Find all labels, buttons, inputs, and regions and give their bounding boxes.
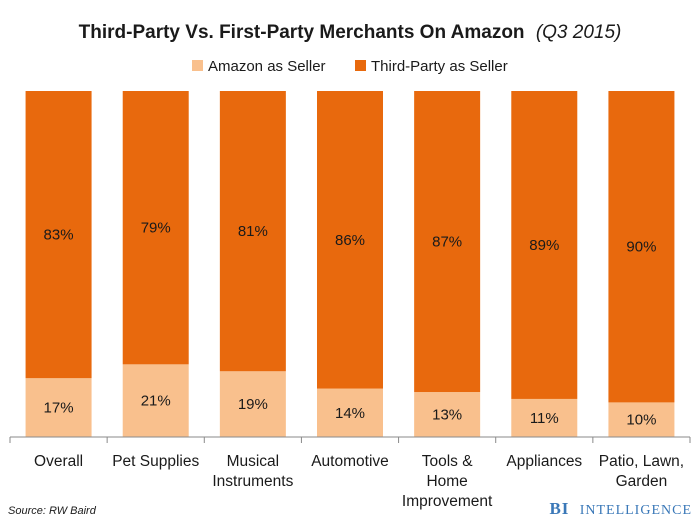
bar-third-party-4	[414, 91, 481, 393]
data-label-third-party-2: 81%	[238, 223, 268, 240]
chart-title-main: Third-Party Vs. First-Party Merchants On…	[79, 22, 525, 43]
data-label-amazon-5: 11%	[530, 410, 559, 427]
category-label-4-line-2: Improvement	[402, 493, 493, 510]
bar-third-party-0	[25, 91, 92, 379]
category-label-6-line-0: Patio, Lawn,	[599, 453, 684, 470]
data-label-third-party-5: 89%	[529, 237, 559, 254]
legend-swatch-1	[355, 60, 366, 71]
data-label-amazon-2: 19%	[238, 396, 268, 413]
bar-third-party-1	[122, 91, 189, 365]
category-label-0-line-0: Overall	[34, 453, 83, 470]
category-label-2-line-1: Instruments	[212, 473, 293, 490]
data-label-third-party-4: 87%	[432, 234, 462, 251]
bar-amazon-5	[511, 398, 578, 437]
x-axis: Overall Pet Supplies Musical Instruments Aut…	[9, 436, 691, 510]
bar-amazon-6	[608, 402, 675, 437]
data-label-third-party-1: 79%	[141, 220, 171, 237]
chart-title: Third-Party Vs. First-Party Merchants On…	[79, 22, 622, 43]
data-label-third-party-0: 83%	[44, 227, 74, 244]
bar-amazon-4	[414, 392, 481, 437]
legend-label-1: Third-Party as Seller	[371, 58, 508, 75]
data-label-amazon-4: 13%	[432, 407, 462, 424]
brand-intelligence: INTELLIGENCE	[580, 503, 692, 518]
bar-amazon-0	[25, 378, 92, 437]
bar-amazon-1	[122, 364, 189, 437]
category-label-4-line-1: Home	[426, 473, 467, 490]
data-label-third-party-3: 86%	[335, 232, 365, 249]
category-label-2: Musical Instruments	[212, 453, 293, 490]
category-label-6: Patio, Lawn, Garden	[599, 453, 684, 490]
category-label-4-line-0: Tools &	[422, 453, 473, 470]
category-label-5-line-0: Appliances	[506, 453, 582, 470]
category-label-3: Automotive	[311, 453, 389, 470]
category-label-6-line-1: Garden	[616, 473, 668, 490]
bar-third-party-3	[317, 91, 383, 389]
legend: Amazon as Seller Third-Party as Seller	[192, 58, 508, 75]
category-label-3-line-0: Automotive	[311, 453, 389, 470]
category-label-0: Overall	[34, 453, 83, 470]
data-label-third-party-6: 90%	[626, 239, 656, 256]
data-label-amazon-1: 21%	[141, 393, 171, 410]
bar-amazon-2	[219, 371, 286, 437]
legend-label-0: Amazon as Seller	[208, 58, 326, 75]
source-note: Source: RW Baird	[8, 505, 97, 517]
bar-third-party-5	[511, 91, 578, 399]
bar-third-party-6	[608, 91, 675, 403]
brand-logo: BI INTELLIGENCE	[549, 499, 692, 518]
category-label-1-line-0: Pet Supplies	[112, 453, 199, 470]
bar-amazon-3	[317, 388, 383, 437]
category-label-1: Pet Supplies	[112, 453, 199, 470]
legend-swatch-0	[192, 60, 203, 71]
category-label-4: Tools & Home Improvement	[402, 453, 493, 510]
data-label-amazon-6: 10%	[626, 412, 656, 429]
data-label-amazon-3: 14%	[335, 405, 365, 422]
category-label-2-line-0: Musical	[227, 453, 280, 470]
chart-title-period: (Q3 2015)	[536, 22, 622, 43]
data-label-amazon-0: 17%	[44, 400, 74, 417]
plot-area: 17% 83% 21% 79% 19% 81% 14% 86% 13% 87% 11% 89% 10% 9…	[25, 91, 675, 437]
brand-bi: BI	[549, 499, 569, 518]
bar-third-party-2	[219, 91, 286, 372]
category-label-5: Appliances	[506, 453, 582, 470]
